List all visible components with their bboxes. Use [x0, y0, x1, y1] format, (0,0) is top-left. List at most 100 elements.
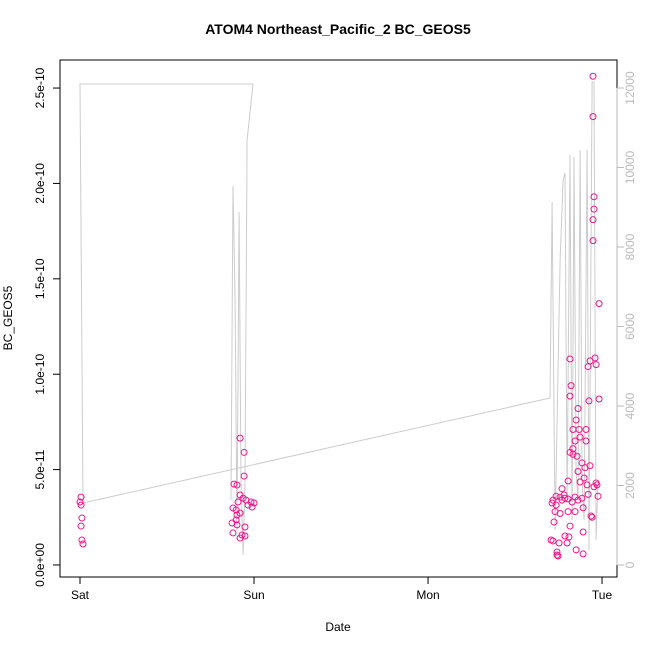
data-point: [588, 513, 596, 521]
y2-tick-label: 4000: [623, 392, 637, 419]
data-point: [567, 382, 575, 390]
altitude-line: [82, 81, 599, 551]
data-point: [595, 395, 603, 403]
data-point: [233, 511, 241, 519]
data-point: [591, 354, 599, 362]
data-point: [549, 496, 557, 504]
data-point: [240, 448, 248, 456]
data-point: [77, 501, 85, 509]
data-point: [590, 205, 598, 213]
y2-tick-label: 12000: [623, 71, 637, 105]
y-tick-label: 5.0e-11: [33, 449, 47, 489]
y-tick-label: 2.5e-10: [33, 67, 47, 108]
y-tick-label: 2.0e-10: [33, 163, 47, 204]
data-point: [589, 216, 597, 224]
data-point: [564, 477, 572, 485]
data-point: [77, 522, 85, 530]
data-point: [594, 492, 602, 500]
data-point: [236, 434, 244, 442]
data-point: [552, 501, 560, 509]
data-point: [595, 300, 603, 308]
data-point: [572, 416, 580, 424]
data-point: [79, 540, 87, 548]
data-point: [589, 72, 597, 80]
y-tick-label: 1.5e-10: [33, 258, 47, 299]
data-point: [566, 522, 574, 530]
data-point: [589, 113, 597, 121]
altitude-line: [79, 83, 254, 556]
data-point: [554, 552, 562, 560]
data-point: [553, 551, 561, 559]
data-point: [555, 539, 563, 547]
y2-tick-label: 8000: [623, 233, 637, 260]
y2-tick-label: 6000: [623, 313, 637, 340]
x-tick-label: Tue: [592, 588, 613, 602]
data-point: [582, 437, 590, 445]
chart-title: ATOM4 Northeast_Pacific_2 BC_GEOS5: [205, 21, 471, 37]
data-point: [549, 537, 557, 545]
data-point: [578, 494, 586, 502]
data-point: [569, 450, 577, 458]
data-point: [556, 509, 564, 517]
data-point: [579, 550, 587, 558]
data-point: [569, 426, 577, 434]
x-tick-label: Sat: [71, 588, 90, 602]
y2-tick-label: 2000: [623, 472, 637, 499]
data-point: [229, 529, 237, 537]
data-point: [234, 498, 242, 506]
data-point: [247, 498, 255, 506]
data-point: [550, 518, 558, 526]
data-point: [250, 499, 258, 507]
data-point: [590, 193, 598, 201]
data-point: [586, 462, 594, 470]
data-point: [587, 512, 595, 520]
data-point: [241, 523, 249, 531]
data-point: [571, 437, 579, 445]
data-point: [558, 485, 566, 493]
y2-tick-label: 10000: [623, 151, 637, 185]
data-point: [592, 361, 600, 369]
data-point: [583, 481, 591, 489]
data-point: [585, 397, 593, 405]
data-point: [579, 528, 587, 536]
data-point: [563, 539, 571, 547]
data-point: [565, 533, 573, 541]
x-tick-label: Sun: [243, 588, 264, 602]
data-point: [233, 481, 241, 489]
data-point: [248, 503, 256, 511]
data-point: [564, 508, 572, 516]
y2-tick-label: 0: [623, 561, 637, 568]
data-point: [579, 504, 587, 512]
data-point: [571, 508, 579, 516]
data-point: [240, 472, 248, 480]
data-point: [230, 480, 238, 488]
data-point: [573, 452, 581, 460]
data-point: [566, 392, 574, 400]
data-point: [78, 536, 86, 544]
data-point: [582, 426, 590, 434]
data-point: [589, 237, 597, 245]
data-point: [592, 479, 600, 487]
data-point: [574, 496, 582, 504]
data-point: [548, 499, 556, 507]
y-tick-label: 0.0e+00: [33, 543, 47, 587]
data-point: [584, 363, 592, 371]
x-axis-label: Date: [325, 620, 351, 634]
data-point: [572, 546, 580, 554]
data-point: [553, 548, 561, 556]
data-point: [574, 405, 582, 413]
data-point: [241, 532, 249, 540]
data-point: [77, 493, 85, 501]
data-point: [576, 433, 584, 441]
y-axis-label: BC_GEOS5: [1, 285, 15, 350]
data-point: [78, 514, 86, 522]
data-point: [574, 468, 582, 476]
x-tick-label: Mon: [416, 588, 439, 602]
data-point: [580, 474, 588, 482]
data-point: [76, 498, 84, 506]
y-tick-label: 1.0e-10: [33, 354, 47, 395]
data-point: [561, 532, 569, 540]
